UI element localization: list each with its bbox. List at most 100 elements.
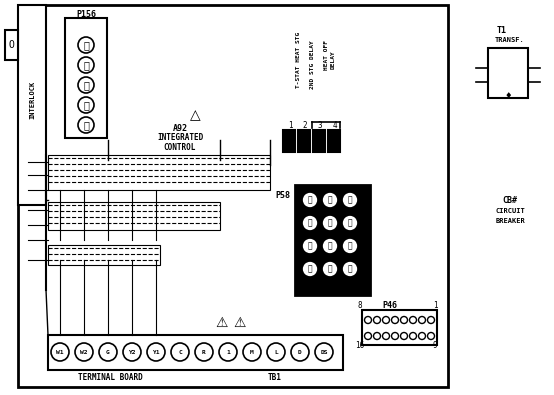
Text: R: R xyxy=(202,350,206,354)
Bar xyxy=(362,310,437,345)
Text: T1: T1 xyxy=(497,26,507,34)
Text: ♦: ♦ xyxy=(504,90,512,100)
Circle shape xyxy=(123,343,141,361)
Text: △: △ xyxy=(189,108,201,122)
Circle shape xyxy=(401,316,408,324)
Bar xyxy=(48,245,160,265)
Text: 16: 16 xyxy=(355,340,365,350)
Bar xyxy=(18,5,448,387)
Bar xyxy=(298,130,310,152)
Text: 1: 1 xyxy=(433,301,437,310)
Circle shape xyxy=(78,57,94,73)
Circle shape xyxy=(78,117,94,133)
Bar xyxy=(313,130,325,152)
Bar xyxy=(48,202,220,230)
Bar xyxy=(18,5,46,205)
Circle shape xyxy=(322,261,338,277)
Circle shape xyxy=(171,343,189,361)
Circle shape xyxy=(392,333,398,339)
Bar xyxy=(48,155,270,190)
Circle shape xyxy=(322,215,338,231)
Text: ④: ④ xyxy=(348,218,352,228)
Circle shape xyxy=(302,238,318,254)
Bar xyxy=(5,30,18,60)
Text: ⑤: ⑤ xyxy=(327,218,332,228)
Circle shape xyxy=(365,316,372,324)
Circle shape xyxy=(302,261,318,277)
Text: C: C xyxy=(178,350,182,354)
Text: ②: ② xyxy=(327,196,332,205)
Circle shape xyxy=(428,316,434,324)
Text: TERMINAL BOARD: TERMINAL BOARD xyxy=(78,374,142,382)
Text: TB1: TB1 xyxy=(268,374,282,382)
Bar xyxy=(48,335,343,370)
Text: W2: W2 xyxy=(80,350,88,354)
Text: BREAKER: BREAKER xyxy=(495,218,525,224)
Text: ⚠: ⚠ xyxy=(216,316,228,330)
Text: ④: ④ xyxy=(83,60,89,70)
Text: ⑥: ⑥ xyxy=(307,218,312,228)
Text: 3: 3 xyxy=(317,120,322,130)
Circle shape xyxy=(382,333,389,339)
Text: M: M xyxy=(250,350,254,354)
Text: ③: ③ xyxy=(307,196,312,205)
Text: DS: DS xyxy=(320,350,328,354)
Text: CIRCUIT: CIRCUIT xyxy=(495,208,525,214)
Circle shape xyxy=(243,343,261,361)
Text: ①: ① xyxy=(348,196,352,205)
Circle shape xyxy=(291,343,309,361)
Circle shape xyxy=(373,316,381,324)
Bar xyxy=(328,130,340,152)
Text: CONTROL: CONTROL xyxy=(164,143,196,152)
Bar xyxy=(488,48,528,98)
Circle shape xyxy=(342,238,358,254)
Circle shape xyxy=(78,37,94,53)
Text: ⚠: ⚠ xyxy=(234,316,246,330)
Bar xyxy=(283,130,295,152)
Circle shape xyxy=(51,343,69,361)
Text: P156: P156 xyxy=(76,9,96,19)
Text: TRANSF.: TRANSF. xyxy=(495,37,525,43)
Text: ⑧: ⑧ xyxy=(327,241,332,250)
Circle shape xyxy=(322,192,338,208)
Text: G: G xyxy=(106,350,110,354)
Circle shape xyxy=(342,192,358,208)
Circle shape xyxy=(267,343,285,361)
Text: ③: ③ xyxy=(83,80,89,90)
Text: Y2: Y2 xyxy=(128,350,136,354)
Circle shape xyxy=(365,333,372,339)
Circle shape xyxy=(342,215,358,231)
Text: 2: 2 xyxy=(302,120,307,130)
Circle shape xyxy=(195,343,213,361)
Circle shape xyxy=(382,316,389,324)
Text: INTERLOCK: INTERLOCK xyxy=(29,81,35,119)
Text: P46: P46 xyxy=(382,301,398,310)
Text: 9: 9 xyxy=(433,340,437,350)
Circle shape xyxy=(147,343,165,361)
Text: 8: 8 xyxy=(358,301,362,310)
Circle shape xyxy=(315,343,333,361)
Circle shape xyxy=(322,238,338,254)
Circle shape xyxy=(418,316,425,324)
Text: P58: P58 xyxy=(275,190,290,199)
Text: HEAT OFF: HEAT OFF xyxy=(324,40,329,70)
Circle shape xyxy=(78,77,94,93)
Text: ②: ② xyxy=(83,100,89,110)
Circle shape xyxy=(392,316,398,324)
Circle shape xyxy=(75,343,93,361)
Text: ⑤: ⑤ xyxy=(83,40,89,50)
Text: ①: ① xyxy=(83,120,89,130)
Text: T-STAT HEAT STG: T-STAT HEAT STG xyxy=(295,32,300,88)
Text: D: D xyxy=(298,350,302,354)
Text: INTEGRATED: INTEGRATED xyxy=(157,134,203,143)
Circle shape xyxy=(373,333,381,339)
Text: Y1: Y1 xyxy=(152,350,160,354)
Text: 2ND STG DELAY: 2ND STG DELAY xyxy=(310,41,315,89)
Bar xyxy=(295,185,370,295)
Text: ②: ② xyxy=(307,265,312,273)
Circle shape xyxy=(342,261,358,277)
Text: 4: 4 xyxy=(333,120,337,130)
Text: 1: 1 xyxy=(226,350,230,354)
Circle shape xyxy=(409,333,417,339)
Text: ①: ① xyxy=(327,265,332,273)
